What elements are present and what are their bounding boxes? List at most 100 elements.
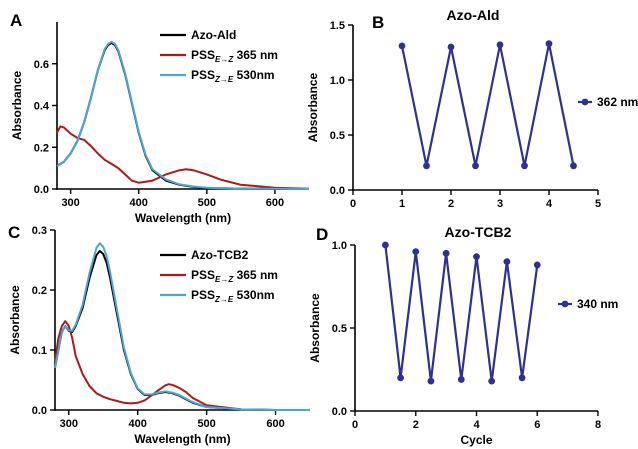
x-tick-label: 6 (534, 419, 540, 431)
data-point (496, 41, 504, 49)
legend-suffix: 530nm (233, 68, 274, 82)
panel-a: A 300 400 500 600 0.0 0.2 0.4 0.6 Wavelength (nm)… (10, 11, 310, 225)
data-point (398, 42, 406, 50)
data-point (457, 376, 465, 383)
panel-letter: D (316, 225, 328, 244)
series-line (56, 41, 310, 190)
data-point (473, 253, 480, 261)
x-tick-label: 1 (399, 198, 405, 210)
x-tick-label: 300 (60, 418, 78, 430)
legend-suffix: 530nm (233, 288, 274, 302)
x-tick-label: 500 (197, 418, 215, 430)
y-tick-label: 0.5 (332, 323, 347, 335)
series-line (54, 242, 310, 411)
y-axis-label: Absorbance (8, 285, 22, 355)
x-axis-label: Wavelength (nm) (134, 432, 230, 446)
x-tick-label: 0 (350, 198, 356, 210)
panel-c: C 300 400 500 600 0.0 0.1 0.2 0.3 Wavelength (nm)… (8, 223, 310, 446)
chart-title: Azo-Ald (447, 7, 500, 23)
data-point (521, 162, 528, 170)
legend-main: 362 nm (597, 95, 638, 109)
x-tick-label: 5 (595, 198, 601, 210)
data-point (533, 261, 541, 269)
y-tick-label: 0.5 (330, 130, 345, 142)
y-tick-label: 0.1 (32, 345, 47, 357)
x-tick-label: 0 (352, 419, 358, 431)
data-point (503, 258, 511, 265)
legend-main: PSS (191, 48, 215, 62)
y-tick-label: 0.0 (332, 406, 347, 418)
legend-subscript: Z→E (214, 75, 234, 84)
legend-subscript: Z→E (214, 295, 234, 304)
x-axis-label: Cycle (460, 433, 492, 447)
legend-label: 362 nm (597, 95, 638, 109)
legend-suffix: 365 nm (233, 268, 278, 282)
series-line (384, 244, 539, 383)
y-tick-label: 0.2 (32, 285, 47, 297)
x-tick-label: 400 (129, 418, 147, 430)
x-tick-label: 8 (595, 419, 601, 431)
y-tick-label: 1.0 (330, 75, 345, 87)
series-line (54, 320, 310, 411)
legend-subscript: E→Z (215, 55, 234, 64)
data-point (488, 377, 496, 385)
legend-label: Azo-TCB2 (191, 248, 249, 262)
x-tick-label: 3 (497, 198, 503, 210)
legend-label: PSSE→Z 365 nm (191, 48, 278, 64)
panel-letter: B (372, 13, 384, 32)
y-tick-label: 1.5 (330, 20, 345, 32)
y-tick-label: 0.6 (34, 59, 49, 71)
x-tick-label: 600 (266, 197, 284, 209)
y-tick-label: 0.0 (32, 405, 47, 417)
x-tick-label: 4 (473, 419, 480, 431)
data-point (472, 162, 479, 170)
legend-main: 340 nm (577, 297, 618, 311)
y-tick-label: 1.0 (332, 240, 347, 252)
panel-letter: C (8, 223, 20, 242)
y-tick-label: 0.3 (32, 225, 47, 237)
y-tick-label: 0.2 (34, 142, 49, 154)
panel-letter: A (10, 11, 22, 30)
legend-main: PSS (191, 68, 215, 82)
panel-d: D Azo-TCB2 0 2 4 6 8 0.0 0.5 1.0 Cycle Absorbance 34… (308, 224, 618, 447)
data-point (518, 374, 526, 382)
legend-subscript: E→Z (215, 275, 234, 284)
y-tick-label: 0.4 (34, 101, 50, 113)
series-line (56, 40, 310, 190)
legend-main: PSS (191, 268, 215, 282)
x-tick-label: 2 (448, 198, 454, 210)
data-point (423, 162, 430, 170)
x-tick-label: 600 (266, 418, 284, 430)
data-point (570, 162, 577, 170)
legend-label: Azo-Ald (191, 28, 236, 42)
y-axis-label: Absorbance (308, 293, 322, 363)
data-point (381, 241, 389, 249)
y-axis-label: Absorbance (10, 71, 24, 141)
data-point (545, 40, 553, 48)
x-tick-label: 2 (413, 419, 419, 431)
x-tick-label: 300 (61, 197, 79, 209)
panel-b: B Azo-Ald 0 1 2 3 4 5 0.0 0.5 1.0 1.5 Absorbance 362 … (306, 7, 638, 210)
x-tick-label: 500 (198, 197, 216, 209)
data-point (412, 248, 420, 256)
legend-label: PSSE→Z 365 nm (191, 268, 278, 284)
legend-marker (581, 98, 589, 106)
x-tick-label: 4 (546, 198, 553, 210)
legend-label: PSSZ→E 530nm (191, 68, 275, 84)
legend-suffix: 365 nm (233, 48, 278, 62)
y-axis-label: Absorbance (306, 73, 320, 143)
series-line (56, 125, 310, 190)
y-tick-label: 0.0 (330, 185, 345, 197)
legend-main: Azo-Ald (191, 28, 236, 42)
series-line (400, 42, 575, 167)
legend-label: 340 nm (577, 297, 618, 311)
x-tick-label: 400 (130, 197, 148, 209)
data-point (427, 377, 435, 385)
legend-main: PSS (191, 288, 215, 302)
data-point (447, 43, 455, 51)
data-point (442, 249, 450, 257)
legend-marker (561, 300, 569, 308)
data-point (397, 374, 404, 382)
y-tick-label: 0.0 (34, 184, 49, 196)
